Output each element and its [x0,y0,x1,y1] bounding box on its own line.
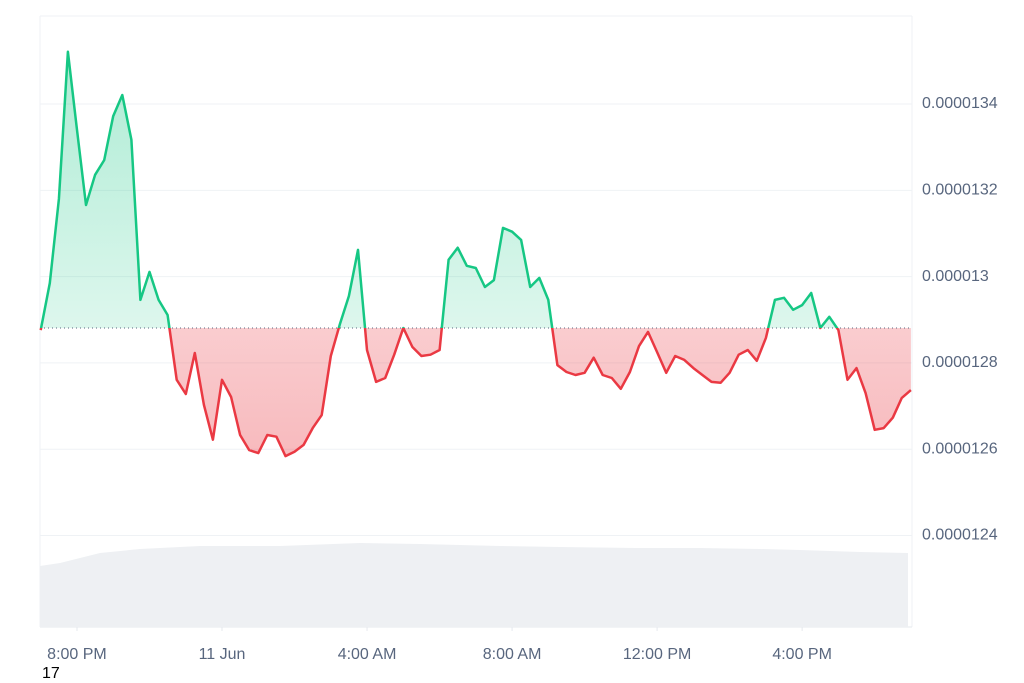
plot [39,50,912,458]
footnote: 17 [42,665,60,682]
y-tick-label: 0.0000126 [922,440,998,457]
y-tick-label: 0.000013 [922,268,989,285]
price-line-up [39,50,839,328]
x-tick-label: 4:00 AM [338,646,397,663]
y-tick-label: 0.0000134 [922,95,998,112]
y-tick-label: 0.0000132 [922,182,998,199]
x-tick-label: 12:00 PM [623,646,691,663]
area-down [40,327,911,457]
area-up [40,51,911,328]
x-tick-label: 11 Jun [199,646,246,663]
x-tick-label: 8:00 PM [47,646,107,663]
x-tick-label: 4:00 PM [772,646,832,663]
x-tick-label: 8:00 AM [483,646,542,663]
y-tick-label: 0.0000124 [922,527,998,544]
price-line-down [39,327,912,458]
volume-area [40,543,908,627]
y-tick-label: 0.0000128 [922,354,998,371]
